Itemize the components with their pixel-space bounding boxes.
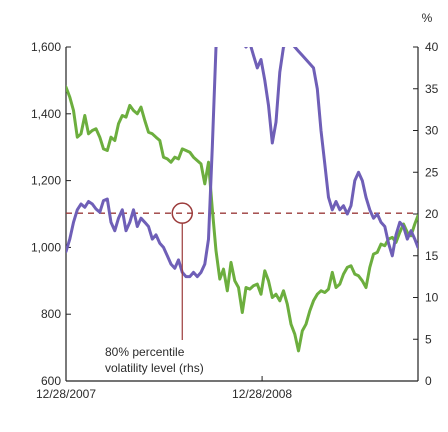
x-axis-ticks: 12/28/2007 12/28/2008 [36, 376, 292, 401]
annotation: 80% percentile volatility level (rhs) [105, 202, 204, 375]
series-layer [66, 47, 418, 353]
annotation-text-line: volatility level (rhs) [105, 361, 204, 375]
right-tick-label: 15 [425, 249, 439, 263]
left-tick-label: 1,600 [31, 40, 61, 54]
left-tick-label: 1,000 [31, 240, 61, 254]
left-tick-label: 1,200 [31, 174, 61, 188]
annotation-text-line: 80% percentile [105, 345, 185, 359]
right-tick-label: 25 [425, 165, 439, 179]
right-tick-label: 40 [425, 40, 439, 54]
left-tick-label: 800 [41, 307, 61, 321]
x-tick-label: 12/28/2008 [232, 387, 292, 401]
left-tick-label: 600 [41, 374, 61, 388]
right-tick-label: 30 [425, 124, 439, 138]
series-line-right-axis [66, 47, 418, 279]
right-axis-ticks: 0 5 10 15 20 25 30 35 40 [413, 40, 439, 388]
series-line-left-axis [66, 85, 418, 353]
left-tick-label: 1,400 [31, 107, 61, 121]
x-tick-label: 12/28/2007 [36, 387, 96, 401]
right-tick-label: 10 [425, 291, 439, 305]
left-axis-ticks: 600 800 1,000 1,200 1,400 1,600 [31, 40, 71, 388]
right-tick-label: 0 [425, 374, 432, 388]
right-axis-unit-label: % [422, 11, 433, 25]
right-tick-label: 20 [425, 207, 439, 221]
right-tick-label: 5 [425, 332, 432, 346]
right-tick-label: 35 [425, 82, 439, 96]
